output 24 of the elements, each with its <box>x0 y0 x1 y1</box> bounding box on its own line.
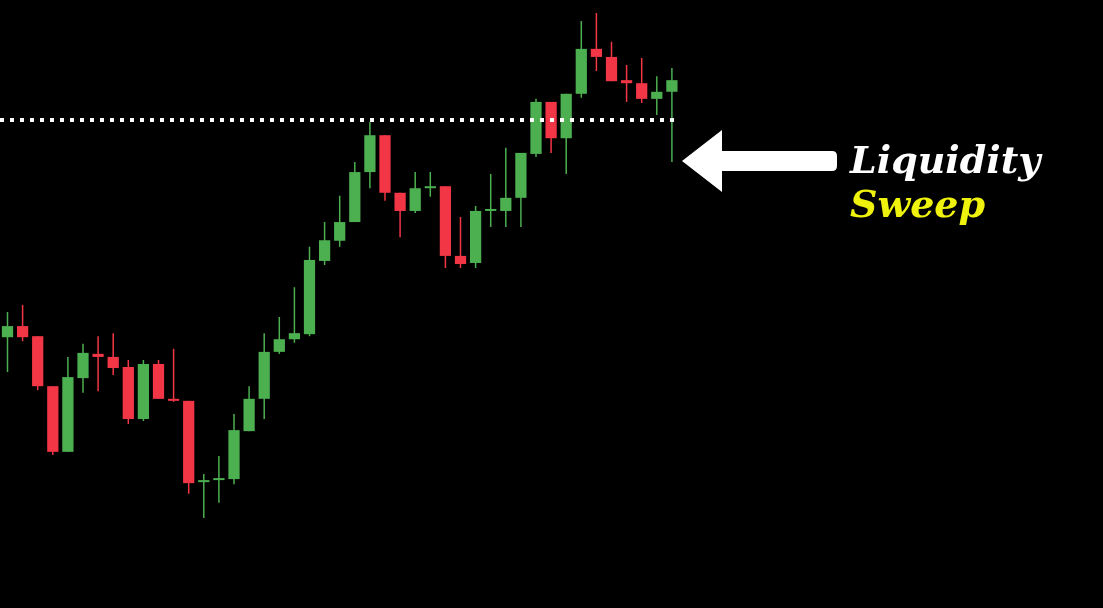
candlestick <box>16 304 29 342</box>
candlestick <box>666 67 678 163</box>
candlestick <box>394 192 406 238</box>
candlestick <box>334 195 346 248</box>
candlestick <box>318 221 331 266</box>
candlestick <box>107 332 119 376</box>
candlestick <box>590 13 603 72</box>
candlestick <box>167 348 180 403</box>
candlestick <box>485 173 497 228</box>
candlestick <box>651 75 663 116</box>
candlestick <box>288 286 301 344</box>
candlestick <box>424 171 436 198</box>
candlestick <box>500 147 512 228</box>
candlestick <box>454 216 467 269</box>
text: Liquidity <box>850 137 1041 182</box>
candlestick <box>213 455 225 504</box>
candlestick <box>92 335 104 392</box>
candlestick <box>198 473 210 518</box>
candlestick <box>636 57 648 104</box>
candlestick <box>620 64 633 103</box>
candlestick <box>409 171 421 214</box>
candlestick <box>273 316 285 355</box>
candlestick <box>1 311 14 373</box>
text: Sweep <box>850 181 986 226</box>
